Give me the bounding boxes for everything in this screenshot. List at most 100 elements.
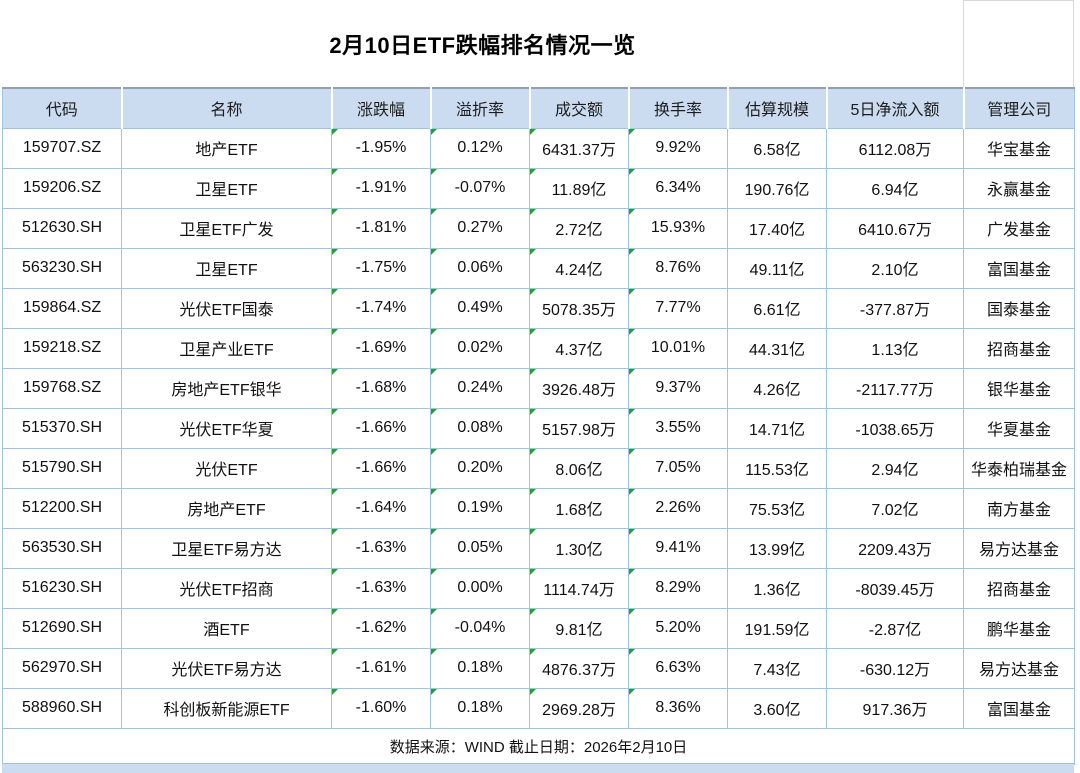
cell-turnover-value: 1114.74万 [529,567,629,609]
cell-turnover-rate: 6.34% [628,167,728,209]
cell-name: 光伏ETF国泰 [121,287,332,329]
table-row: 512630.SH 卫星ETF广发 -1.81% 0.27% 2.72亿 15.… [2,207,1075,249]
cell-turnover-value: 4876.37万 [529,647,629,689]
cell-change-pct: -1.66% [331,407,431,449]
cell-code: 563230.SH [2,247,122,289]
cell-change-pct: -1.75% [331,247,431,289]
cell-change-pct: -1.61% [331,647,431,689]
number-as-text-flag-icon [332,249,338,255]
cell-premium-discount: 0.00% [430,567,530,609]
number-as-text-flag-icon [629,569,635,575]
cell-name: 房地产ETF银华 [121,367,332,409]
cell-estimated-scale: 3.60亿 [727,687,827,729]
cell-premium-discount: 0.20% [430,447,530,489]
title-area-gridline-horizontal [963,0,1074,1]
title-area-gridline-vertical [1073,0,1074,87]
cell-5d-net-inflow: -2117.77万 [826,367,964,409]
cell-turnover-value: 6431.37万 [529,127,629,169]
cell-name: 光伏ETF招商 [121,567,332,609]
cell-turnover-value: 11.89亿 [529,167,629,209]
number-as-text-flag-icon [530,569,536,575]
number-as-text-flag-icon [629,449,635,455]
cell-change-pct: -1.69% [331,327,431,369]
cell-manager: 富国基金 [963,247,1075,289]
cell-estimated-scale: 14.71亿 [727,407,827,449]
cell-premium-discount: -0.04% [430,607,530,649]
number-as-text-flag-icon [431,289,437,295]
table-row: 512200.SH 房地产ETF -1.64% 0.19% 1.68亿 2.26… [2,487,1075,529]
cell-premium-discount: 0.27% [430,207,530,249]
cell-premium-discount: 0.18% [430,687,530,729]
number-as-text-flag-icon [530,449,536,455]
number-as-text-flag-icon [332,409,338,415]
cell-turnover-rate: 7.77% [628,287,728,329]
table-row: 516230.SH 光伏ETF招商 -1.63% 0.00% 1114.74万 … [2,567,1075,609]
number-as-text-flag-icon [530,169,536,175]
cell-5d-net-inflow: 7.02亿 [826,487,964,529]
cell-manager: 华宝基金 [963,127,1075,169]
cell-estimated-scale: 7.43亿 [727,647,827,689]
cell-turnover-value: 1.68亿 [529,487,629,529]
cell-change-pct: -1.64% [331,487,431,529]
cell-code: 563530.SH [2,527,122,569]
cell-name: 房地产ETF [121,487,332,529]
table-row: 159218.SZ 卫星产业ETF -1.69% 0.02% 4.37亿 10.… [2,327,1075,369]
cell-code: 516230.SH [2,567,122,609]
number-as-text-flag-icon [431,329,437,335]
cell-manager: 南方基金 [963,487,1075,529]
number-as-text-flag-icon [431,449,437,455]
number-as-text-flag-icon [629,169,635,175]
number-as-text-flag-icon [431,129,437,135]
number-as-text-flag-icon [629,209,635,215]
number-as-text-flag-icon [431,609,437,615]
cell-manager: 招商基金 [963,567,1075,609]
number-as-text-flag-icon [530,689,536,695]
col-header-premium-discount: 溢折率 [430,87,531,129]
cell-turnover-value: 1.30亿 [529,527,629,569]
cell-premium-discount: 0.19% [430,487,530,529]
cell-premium-discount: 0.02% [430,327,530,369]
cell-5d-net-inflow: 1.13亿 [826,327,964,369]
cell-turnover-value: 5078.35万 [529,287,629,329]
col-header-name: 名称 [121,87,333,129]
number-as-text-flag-icon [431,169,437,175]
cell-premium-discount: 0.49% [430,287,530,329]
number-as-text-flag-icon [530,209,536,215]
cell-manager: 银华基金 [963,367,1075,409]
cell-name: 卫星ETF [121,247,332,289]
cell-code: 515790.SH [2,447,122,489]
data-source-note: 数据来源：WIND 截止日期：2026年2月10日 [2,727,1075,765]
number-as-text-flag-icon [332,129,338,135]
number-as-text-flag-icon [332,529,338,535]
cell-turnover-rate: 7.05% [628,447,728,489]
number-as-text-flag-icon [431,649,437,655]
number-as-text-flag-icon [431,249,437,255]
cell-estimated-scale: 75.53亿 [727,487,827,529]
table-row: 159768.SZ 房地产ETF银华 -1.68% 0.24% 3926.48万… [2,367,1075,409]
cell-name: 科创板新能源ETF [121,687,332,729]
cell-turnover-rate: 8.29% [628,567,728,609]
cell-turnover-value: 8.06亿 [529,447,629,489]
number-as-text-flag-icon [332,689,338,695]
cell-premium-discount: -0.07% [430,167,530,209]
cell-estimated-scale: 44.31亿 [727,327,827,369]
cell-estimated-scale: 191.59亿 [727,607,827,649]
cell-code: 512200.SH [2,487,122,529]
number-as-text-flag-icon [431,209,437,215]
cell-name: 光伏ETF华夏 [121,407,332,449]
cell-name: 卫星ETF易方达 [121,527,332,569]
cell-turnover-value: 5157.98万 [529,407,629,449]
cell-5d-net-inflow: 6112.08万 [826,127,964,169]
cell-name: 地产ETF [121,127,332,169]
cell-turnover-rate: 9.37% [628,367,728,409]
cell-turnover-rate: 9.92% [628,127,728,169]
table-row: 563530.SH 卫星ETF易方达 -1.63% 0.05% 1.30亿 9.… [2,527,1075,569]
cell-premium-discount: 0.24% [430,367,530,409]
cell-estimated-scale: 190.76亿 [727,167,827,209]
cell-code: 588960.SH [2,687,122,729]
cell-turnover-value: 2969.28万 [529,687,629,729]
number-as-text-flag-icon [530,409,536,415]
table-row: 512690.SH 酒ETF -1.62% -0.04% 9.81亿 5.20%… [2,607,1075,649]
col-header-estimated-scale: 估算规模 [727,87,828,129]
etf-table: 代码 名称 涨跌幅 溢折率 成交额 换手率 估算规模 5日净流入额 管理公司 1… [2,87,1075,765]
